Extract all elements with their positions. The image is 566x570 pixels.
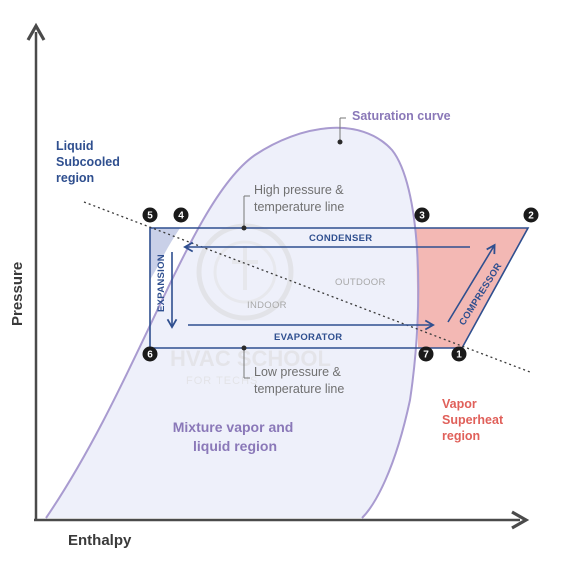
indoor-label: INDOOR [247,300,287,311]
condenser-label: CONDENSER [309,233,372,244]
x-axis-label: Enthalpy [68,532,132,549]
watermark-subtext: FOR TECHS [186,375,258,387]
mixture-region-label: Mixture vapor and liquid region [173,419,297,454]
superheat-region [416,228,528,348]
y-axis-label: Pressure [9,262,26,326]
point-1: 1 [451,346,467,362]
saturation-curve-label: Saturation curve [352,109,451,123]
saturation-curve [45,126,420,519]
point-2: 2 [523,207,539,223]
point-5: 5 [142,207,158,223]
subcooled-region [150,228,180,280]
svg-text:3: 3 [419,211,425,222]
compressor-arrow [447,243,496,323]
svg-text:4: 4 [178,211,184,222]
point-7: 7 [418,346,434,362]
high-pressure-label: High pressure & temperature line [254,183,347,214]
point-4: 4 [173,207,189,223]
low-pressure-label: Low pressure & temperature line [254,365,344,396]
watermark-text: HVAC SCHOOL [170,346,331,371]
svg-text:7: 7 [423,350,429,361]
liquid-subcooled-label: Liquid Subcooled region [56,139,123,185]
vapor-superheat-label: Vapor Superheat region [442,397,507,443]
svg-text:1: 1 [456,350,462,361]
point-6: 6 [142,346,158,362]
outdoor-label: OUTDOOR [335,277,386,288]
svg-text:5: 5 [147,211,153,222]
svg-text:6: 6 [147,350,153,361]
evaporator-label: EVAPORATOR [274,332,342,343]
point-3: 3 [414,207,430,223]
svg-text:2: 2 [528,211,534,222]
mixture-dome [46,127,419,519]
expansion-label: EXPANSION [156,254,167,312]
